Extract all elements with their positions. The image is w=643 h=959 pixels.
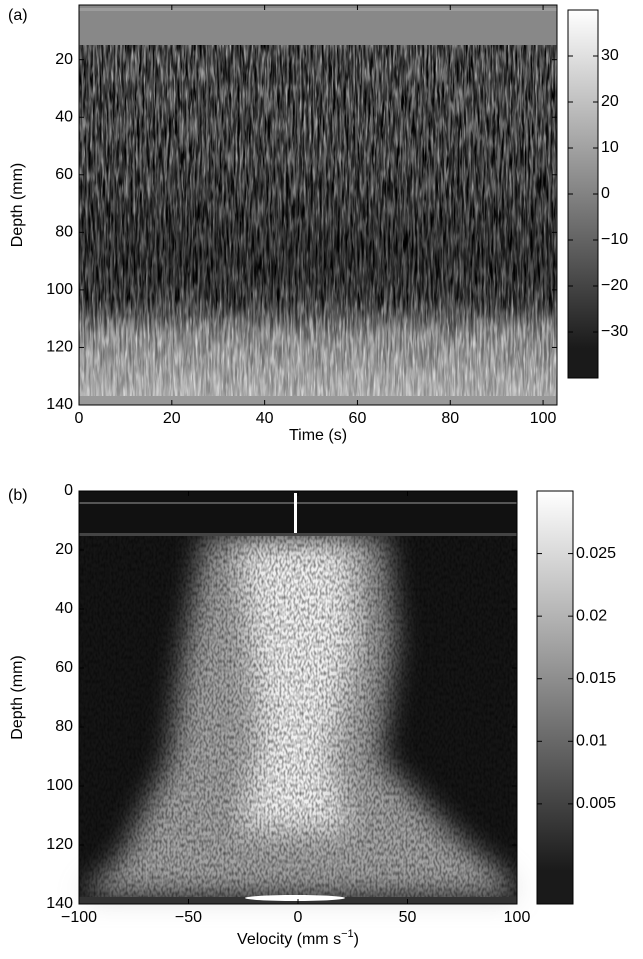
y-axis-label: Depth (mm) <box>9 163 26 247</box>
colorbar-frame <box>536 490 574 905</box>
colorbar-tick-label: 0.01 <box>576 733 607 750</box>
y-tick-label: 80 <box>55 718 73 735</box>
y-tick-label: 100 <box>46 281 73 298</box>
x-tick-label: 100 <box>530 410 557 427</box>
x-tick-label: 0 <box>75 410 84 427</box>
heatmap-image <box>79 5 557 405</box>
heatmap-image <box>79 491 517 904</box>
y-axis-label: Depth (mm) <box>9 655 26 739</box>
y-tick-label: 0 <box>64 482 73 499</box>
y-tick-label: 40 <box>55 108 73 125</box>
colorbar-tick-label: 20 <box>601 93 619 110</box>
y-tick-label: 60 <box>55 166 73 183</box>
colorbar-tick-label: −10 <box>601 231 628 248</box>
y-tick-label: 60 <box>55 659 73 676</box>
x-tick-label: 50 <box>399 909 417 926</box>
y-tick-label: 40 <box>55 600 73 617</box>
y-tick-label: 80 <box>55 224 73 241</box>
x-tick-label: 60 <box>349 410 367 427</box>
y-tick-label: 120 <box>46 836 73 853</box>
x-axis-label-text: Velocity (mm s <box>237 931 341 948</box>
panel-label: (a) <box>8 7 28 24</box>
x-axis-label: Velocity (mm s−1) <box>237 928 359 948</box>
colorbar-tick-label: 0.005 <box>576 795 616 812</box>
colorbar <box>537 491 573 904</box>
colorbar-tick-label: −20 <box>601 277 628 294</box>
y-tick-label: 120 <box>46 339 73 356</box>
x-axis-label-suffix: ) <box>354 931 359 948</box>
x-tick-label: 40 <box>256 410 274 427</box>
x-tick-label: −50 <box>175 909 202 926</box>
plot-frame <box>78 4 558 406</box>
y-tick-label: 20 <box>55 541 73 558</box>
colorbar-tick-label: 0.02 <box>576 607 607 624</box>
y-tick-label: 100 <box>46 777 73 794</box>
y-tick-label: 140 <box>46 396 73 413</box>
x-tick-label: 0 <box>294 909 303 926</box>
y-tick-label: 140 <box>46 895 73 912</box>
y-tick-label: 20 <box>55 51 73 68</box>
colorbar-tick-label: 0.025 <box>576 545 616 562</box>
colorbar-tick-label: 30 <box>601 47 619 64</box>
x-tick-label: 20 <box>163 410 181 427</box>
x-axis-label: Time (s) <box>289 427 347 444</box>
colorbar-tick-label: 0 <box>601 185 610 202</box>
panel-label: (b) <box>8 487 28 504</box>
colorbar-tick-label: 0.015 <box>576 670 616 687</box>
x-tick-label: 80 <box>441 410 459 427</box>
colorbar-tick-label: 10 <box>601 139 619 156</box>
x-tick-label: 100 <box>504 909 531 926</box>
colorbar-tick-label: −30 <box>601 323 628 340</box>
x-tick-label: −100 <box>61 909 97 926</box>
x-axis-label-superscript: −1 <box>341 928 354 940</box>
